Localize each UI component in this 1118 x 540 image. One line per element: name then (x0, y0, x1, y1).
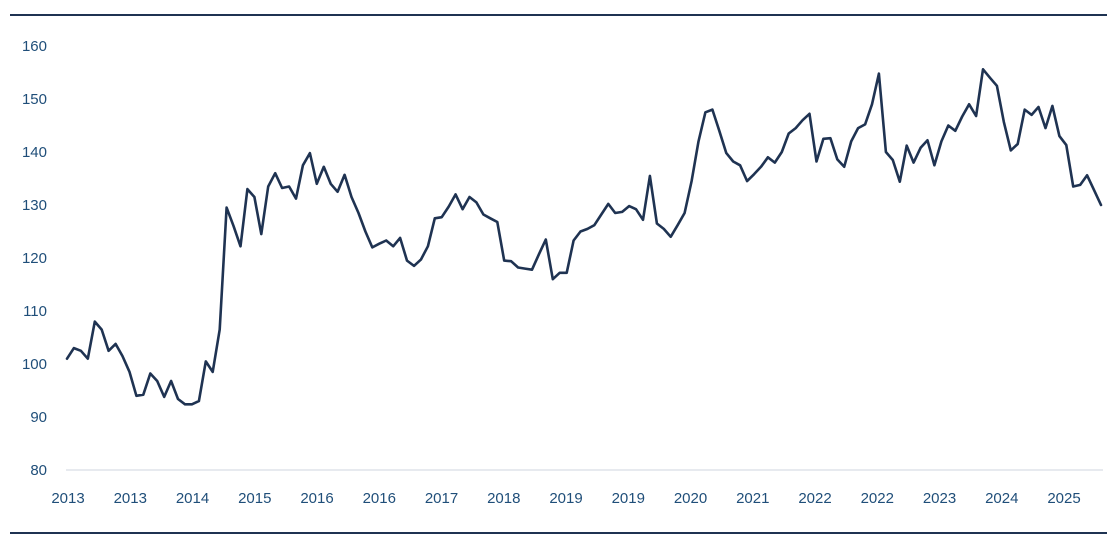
x-tick-label: 2025 (1047, 490, 1080, 507)
y-tick-label: 100 (22, 356, 47, 373)
y-tick-label: 80 (30, 462, 47, 479)
x-tick-label: 2019 (612, 490, 645, 507)
x-tick-label: 2016 (363, 490, 396, 507)
y-tick-label: 110 (23, 303, 47, 320)
y-tick-label: 130 (22, 197, 47, 214)
x-tick-label: 2024 (985, 490, 1018, 507)
x-tick-label: 2020 (674, 490, 707, 507)
x-tick-label: 2022 (798, 490, 831, 507)
x-tick-label: 2021 (736, 490, 769, 507)
y-axis-ticks: 80 90 100 110 120 130 140 150 160 (22, 38, 47, 479)
x-tick-label: 2017 (425, 490, 458, 507)
series-line (65, 68, 1103, 406)
x-axis-ticks: 2013 2013 2014 2015 2016 2016 2017 2018 2019 2019… (51, 490, 1080, 507)
y-tick-label: 90 (30, 409, 47, 426)
y-tick-label: 150 (22, 91, 47, 108)
x-tick-label: 2016 (300, 490, 333, 507)
x-tick-label: 2019 (549, 490, 582, 507)
x-tick-label: 2022 (861, 490, 894, 507)
x-tick-label: 2013 (114, 490, 147, 507)
x-tick-label: 2015 (238, 490, 271, 507)
x-tick-label: 2018 (487, 490, 520, 507)
y-tick-label: 160 (22, 38, 47, 55)
x-tick-label: 2013 (51, 490, 84, 507)
x-tick-label: 2014 (176, 490, 209, 507)
y-tick-label: 120 (22, 250, 47, 267)
y-tick-label: 140 (22, 144, 47, 161)
x-tick-label: 2023 (923, 490, 956, 507)
